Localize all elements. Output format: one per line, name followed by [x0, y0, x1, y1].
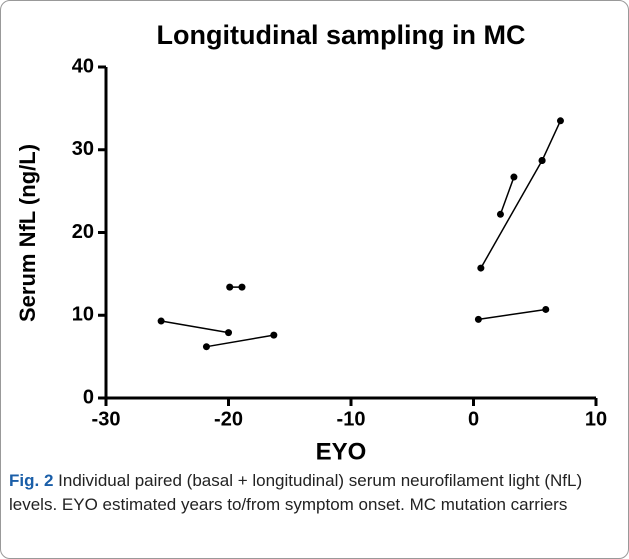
- x-tick-label: 0: [468, 408, 479, 430]
- series-line: [478, 308, 546, 321]
- x-tick-label: -10: [337, 408, 366, 430]
- series-line: [499, 176, 515, 215]
- y-tick-label: 40: [72, 55, 94, 77]
- chart: Longitudinal sampling in MC EYO Serum Nf…: [15, 20, 607, 465]
- y-tick-label: 10: [72, 304, 94, 326]
- data-point: [238, 283, 246, 291]
- data-point: [226, 283, 234, 291]
- y-axis-label: Serum NfL (ng/L): [15, 144, 40, 322]
- data-point: [474, 315, 482, 323]
- data-point: [270, 331, 278, 339]
- x-tick-label: -20: [214, 408, 243, 430]
- y-tick-label: 0: [83, 386, 94, 408]
- caption-label: Fig. 2: [9, 471, 54, 490]
- data-point: [157, 317, 165, 325]
- caption: Fig. 2 Individual paired (basal + longit…: [9, 469, 609, 517]
- data-point: [496, 210, 504, 218]
- x-tick-label: 10: [585, 408, 607, 430]
- series-line: [160, 320, 229, 334]
- y-tick-label: 20: [72, 221, 94, 243]
- data-point: [202, 343, 210, 351]
- y-tick-label: 30: [72, 138, 94, 160]
- series-line: [206, 334, 274, 348]
- data-point: [477, 264, 485, 272]
- data-point: [542, 305, 550, 313]
- series-line: [541, 120, 562, 161]
- data-point: [538, 157, 546, 165]
- chart-title: Longitudinal sampling in MC: [157, 20, 526, 50]
- series-line: [480, 160, 543, 269]
- data-point: [225, 329, 232, 337]
- data-point: [510, 173, 518, 181]
- caption-text: Individual paired (basal + longitudinal)…: [9, 471, 583, 514]
- x-tick-label: -30: [92, 408, 121, 430]
- x-axis-label: EYO: [316, 438, 367, 465]
- data-point: [556, 117, 564, 125]
